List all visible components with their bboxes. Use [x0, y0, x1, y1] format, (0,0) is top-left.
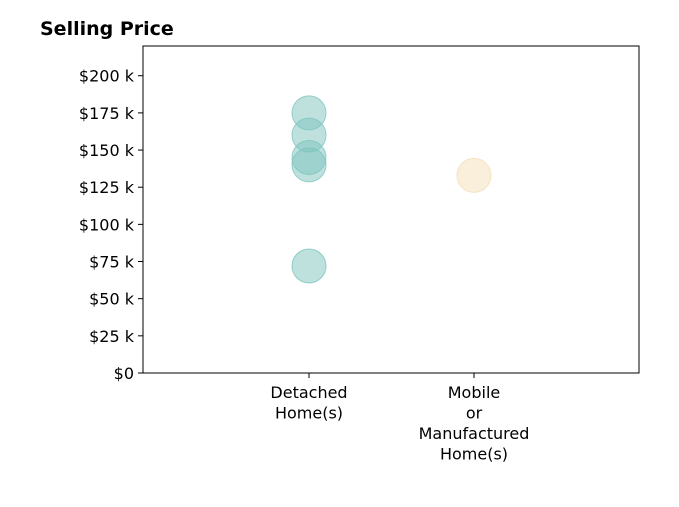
- x-tick-label: Home(s): [275, 404, 343, 423]
- data-point: [456, 157, 492, 193]
- data-point: [291, 248, 327, 284]
- y-tick-label: $150 k: [79, 141, 135, 160]
- y-tick-label: $50 k: [89, 290, 135, 309]
- y-tick-label: $200 k: [79, 67, 135, 86]
- y-tick-label: $175 k: [79, 104, 135, 123]
- y-tick-label: $100 k: [79, 215, 135, 234]
- y-tick-label: $25 k: [89, 327, 135, 346]
- x-tick-label: or: [466, 404, 483, 423]
- plot-frame: [142, 45, 640, 374]
- x-tick-label: Home(s): [440, 445, 508, 464]
- x-tick-label: Detached: [270, 383, 347, 402]
- x-tick-label: Mobile: [448, 383, 500, 402]
- chart-title: Selling Price: [40, 18, 174, 40]
- y-tick-label: $125 k: [79, 178, 135, 197]
- y-tick-label: $75 k: [89, 253, 135, 272]
- data-point: [291, 95, 327, 131]
- y-tick-label: $0: [114, 364, 134, 383]
- x-tick-label: Manufactured: [419, 424, 530, 443]
- plot-area: $0 $25 k $50 k $75 k $100 k $125 k $150 k $175 …: [79, 45, 640, 464]
